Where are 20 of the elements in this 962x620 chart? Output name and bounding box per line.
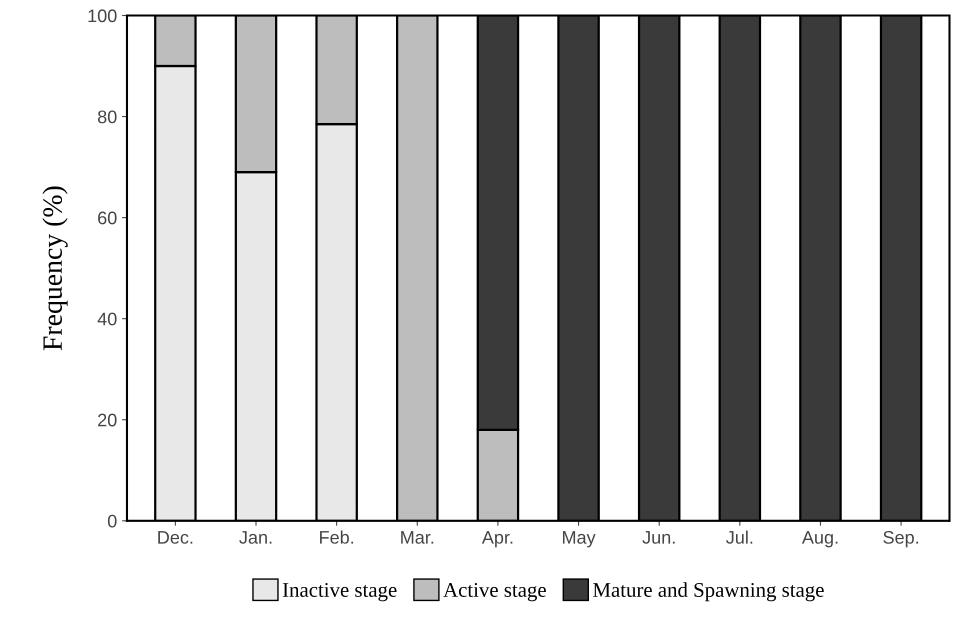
y-tick-label: 60 [98,212,117,224]
x-tick-label: Dec. [158,531,192,544]
x-tick-label: Mar. [401,531,434,544]
y-axis-title: Frequency (%) [42,186,68,350]
legend-label: Inactive stage [282,582,397,602]
y-tick-label: 80 [98,110,117,124]
x-tick-label: Sep. [883,531,918,548]
y-tick-label: 20 [98,414,117,426]
y-tick-label: 40 [98,312,117,326]
x-tick-label: May [562,531,596,548]
x-tick-label: Apr. [482,531,512,548]
x-tick-label: Jan. [239,531,272,544]
x-tick-label: Aug. [802,531,838,548]
x-tick-label: Jun. [642,531,675,544]
y-tick-label: 100 [88,9,117,22]
y-tick-label: 0 [108,514,117,528]
legend-label: Mature and Spawning stage [593,582,824,602]
x-tick-label: Feb. [320,530,354,544]
x-tick-label: Jul. [726,530,752,544]
legend-label: Active stage [443,582,546,602]
